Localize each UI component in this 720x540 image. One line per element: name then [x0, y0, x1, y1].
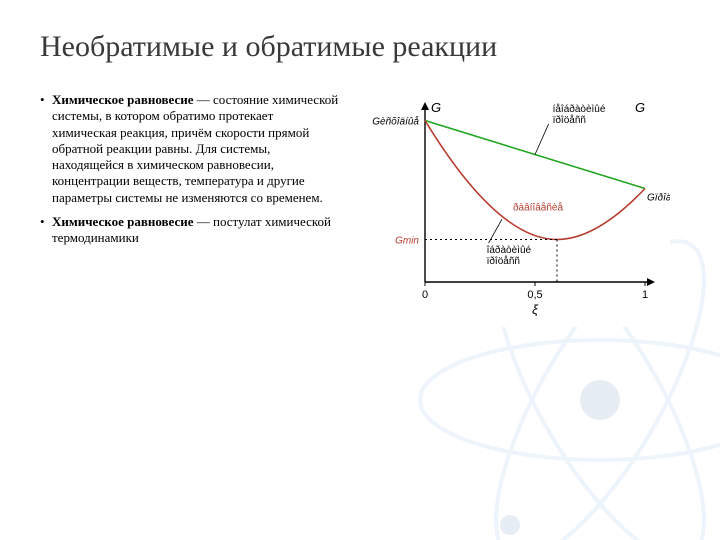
bullet-text: Химическое равновесие — состояние химиче…	[52, 92, 340, 206]
slide: Необратимые и обратимые реакции • Химиче…	[0, 0, 720, 540]
svg-text:íåîáðàòèìûé: íåîáðàòèìûé	[553, 103, 606, 115]
bullet-bold: Химическое равновесие	[52, 214, 194, 229]
svg-text:Gmin: Gmin	[395, 236, 419, 247]
bullet-text: Химическое равновесие — постулат химичес…	[52, 214, 340, 247]
chart-column: 0 0,5 1 ξ G G Gèñõîäíûå Gmin Gïðîäóêòû íåîáðàòèìû…	[360, 92, 680, 327]
text-column: • Химическое равновесие — состояние хими…	[40, 92, 340, 327]
slide-title: Необратимые и обратимые реакции	[40, 30, 680, 64]
bullet-rest: — состояние химической системы, в которо…	[52, 92, 338, 205]
svg-text:G: G	[431, 100, 441, 115]
svg-text:ξ: ξ	[532, 302, 539, 317]
bullet-dot: •	[40, 92, 52, 206]
bullet-item: • Химическое равновесие — состояние хими…	[40, 92, 340, 206]
bullet-bold: Химическое равновесие	[52, 92, 194, 107]
bullet-dot: •	[40, 214, 52, 247]
bullet-item: • Химическое равновесие — постулат химич…	[40, 214, 340, 247]
svg-text:îáðàòèìûé: îáðàòèìûé	[486, 244, 532, 256]
svg-text:G: G	[635, 100, 645, 115]
svg-text:ðàâíîâåñèå: ðàâíîâåñèå	[513, 202, 563, 214]
svg-text:0,5: 0,5	[527, 289, 542, 301]
content-row: • Химическое равновесие — состояние хими…	[40, 92, 680, 327]
svg-text:ïðîöåññ: ïðîöåññ	[553, 114, 586, 126]
gibbs-energy-chart: 0 0,5 1 ξ G G Gèñõîäíûå Gmin Gïðîäóêòû íåîáðàòèìû…	[370, 92, 670, 327]
svg-text:ïðîöåññ: ïðîöåññ	[487, 255, 520, 267]
svg-text:0: 0	[422, 289, 428, 301]
svg-text:Gèñõîäíûå: Gèñõîäíûå	[372, 116, 419, 128]
svg-text:1: 1	[642, 289, 648, 301]
svg-text:Gïðîäóêòû: Gïðîäóêòû	[647, 193, 670, 204]
